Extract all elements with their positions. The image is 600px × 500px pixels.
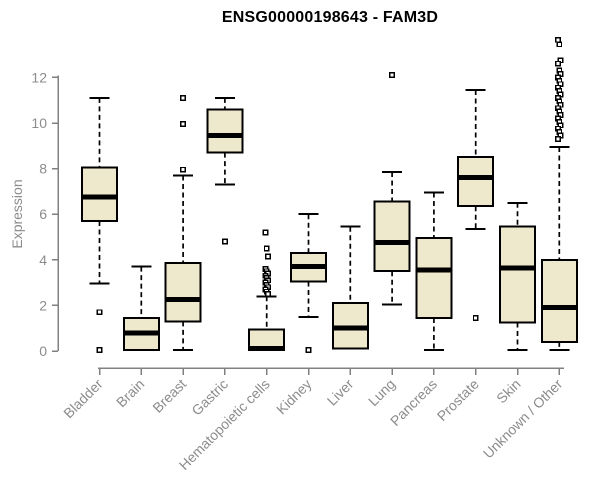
- outlier-point: [556, 41, 563, 48]
- x-axis-category-label-brain: Brain: [113, 376, 147, 410]
- outlier-point: [263, 245, 270, 252]
- boxplot-group-prostate: [457, 88, 495, 321]
- y-axis-tick-label: 10: [31, 115, 47, 131]
- boxplot-group-kidney: [290, 213, 327, 353]
- outlier-point: [472, 315, 479, 321]
- boxplot-group-liver: [331, 225, 369, 350]
- y-axis-tick-label: 0: [39, 343, 47, 359]
- iqr-box: [164, 262, 202, 323]
- boxplot-group-breast: [164, 95, 202, 351]
- outlier-point: [555, 60, 561, 67]
- outlier-point: [180, 121, 186, 128]
- outlier-point: [265, 291, 271, 297]
- boxplot-group-unknown-other: [540, 36, 578, 351]
- boxplot-group-lung: [373, 72, 411, 306]
- outlier-point: [262, 229, 269, 236]
- outlier-point: [221, 238, 228, 245]
- outlier-point: [389, 72, 395, 79]
- iqr-box: [415, 237, 453, 319]
- y-axis-tick-label: 2: [39, 297, 47, 313]
- y-axis-tick-label: 6: [39, 206, 47, 222]
- y-axis-tick-label: 8: [39, 161, 47, 177]
- iqr-box: [81, 166, 118, 223]
- outlier-point: [96, 309, 103, 316]
- boxplot-group-bladder: [81, 96, 118, 353]
- iqr-box: [499, 225, 536, 324]
- iqr-box: [540, 258, 578, 343]
- boxplot-group-gastric: [206, 96, 244, 245]
- outlier-point: [305, 346, 312, 353]
- boxplot-group-brain: [122, 265, 160, 351]
- y-axis-tick-label: 12: [31, 69, 47, 85]
- outlier-point: [265, 253, 271, 260]
- outlier-point: [96, 346, 103, 353]
- x-axis-category-label-breast: Breast: [149, 376, 189, 416]
- iqr-box: [206, 108, 244, 154]
- y-axis-tick-label: 4: [39, 252, 47, 268]
- boxplot-group-hematopoietic-cells: [248, 229, 286, 351]
- x-axis-category-label-skin: Skin: [493, 376, 524, 407]
- x-axis-category-label-lung: Lung: [365, 376, 398, 409]
- iqr-box: [373, 200, 411, 273]
- boxplot-group-skin: [499, 201, 536, 351]
- outlier-point: [180, 95, 186, 101]
- x-axis-category-label-kidney: Kidney: [273, 376, 315, 418]
- x-axis-category-label-prostate: Prostate: [434, 376, 482, 424]
- outlier-point: [555, 36, 561, 43]
- chart-title: ENSG00000198643 - FAM3D: [221, 9, 439, 26]
- x-axis-category-label-liver: Liver: [324, 376, 357, 409]
- boxplot-group-pancreas: [415, 191, 453, 351]
- x-axis-category-label-unknown-other: Unknown / Other: [480, 376, 566, 462]
- outlier-point: [180, 166, 186, 173]
- outlier-point: [555, 136, 561, 142]
- x-axis-category-label-bladder: Bladder: [60, 376, 106, 422]
- iqr-box: [457, 156, 495, 208]
